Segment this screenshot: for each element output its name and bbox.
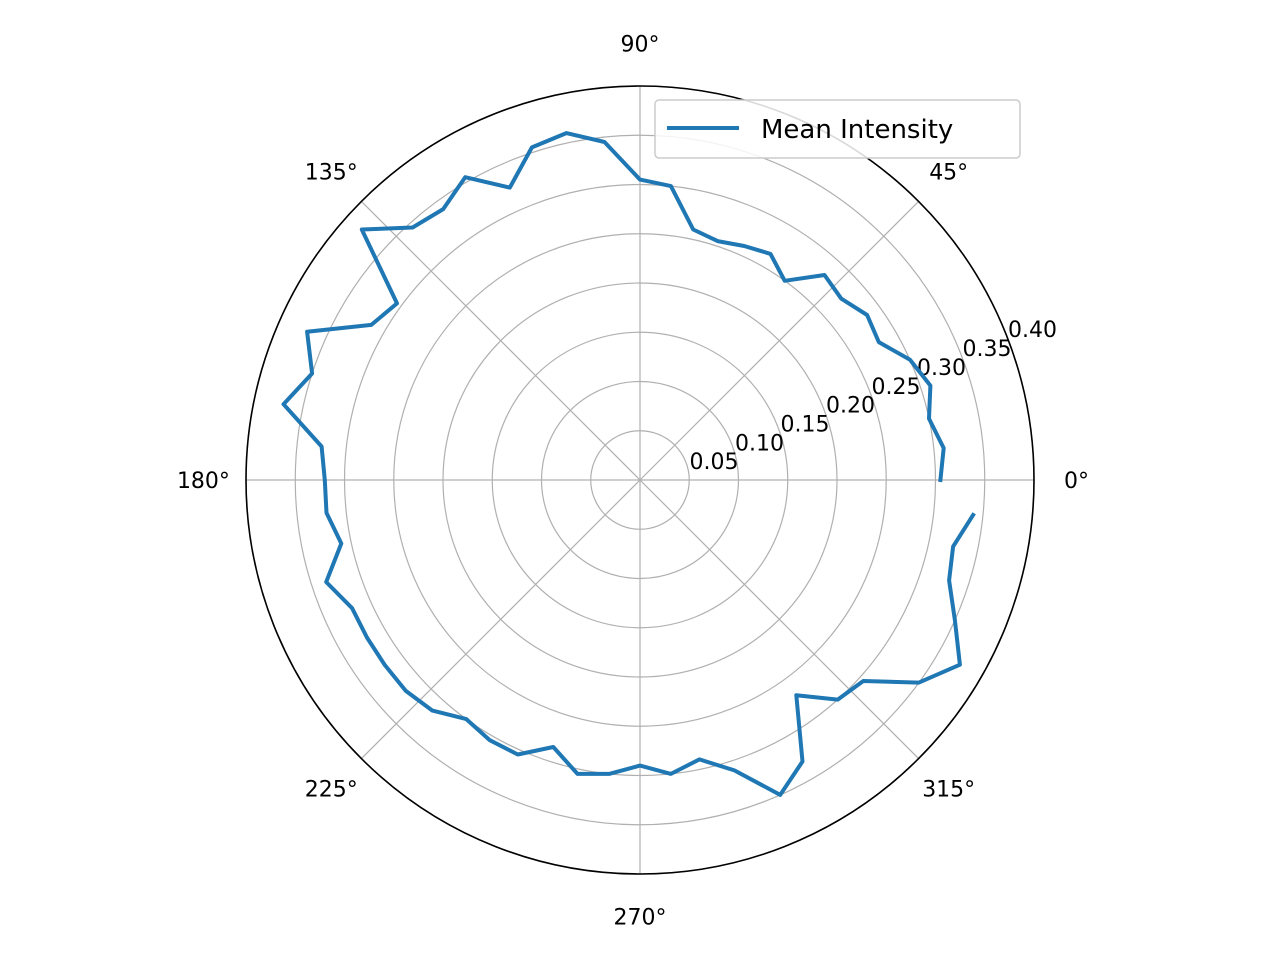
r-tick-label: 0.10 <box>735 431 784 456</box>
r-tick-label: 0.40 <box>1008 318 1057 343</box>
r-tick-label: 0.35 <box>963 337 1012 362</box>
polar-frame <box>245 85 1035 875</box>
legend-label-mean-intensity: Mean Intensity <box>761 115 953 145</box>
r-tick-label: 0.20 <box>826 394 875 419</box>
theta-gridline <box>639 200 920 481</box>
theta-gridline <box>360 200 641 481</box>
theta-tick-label: 225° <box>305 778 358 803</box>
series-lines <box>281 131 976 797</box>
legend-box <box>654 99 1021 159</box>
theta-tick-labels: 0° 45° 90° 135° 180° 225° 270° 315° <box>177 32 1089 930</box>
r-tick-label: 0.25 <box>872 375 921 400</box>
r-tick-labels: 0.050.100.150.200.250.300.350.40 <box>690 318 1057 475</box>
r-tick-label: 0.15 <box>781 412 830 437</box>
theta-tick-label: 0° <box>1064 469 1089 494</box>
r-tick-label: 0.05 <box>690 450 739 475</box>
theta-gridline <box>360 479 641 760</box>
grid <box>245 85 1035 875</box>
theta-tick-label: 315° <box>922 778 975 803</box>
series-line-mean-intensity <box>281 131 976 797</box>
legend: Mean Intensity <box>654 99 1021 159</box>
theta-tick-label: 270° <box>614 906 667 931</box>
theta-tick-label: 90° <box>621 32 660 57</box>
theta-gridline <box>639 479 920 760</box>
theta-tick-label: 180° <box>177 469 230 494</box>
theta-tick-label: 45° <box>929 160 968 185</box>
theta-tick-label: 135° <box>305 160 358 185</box>
